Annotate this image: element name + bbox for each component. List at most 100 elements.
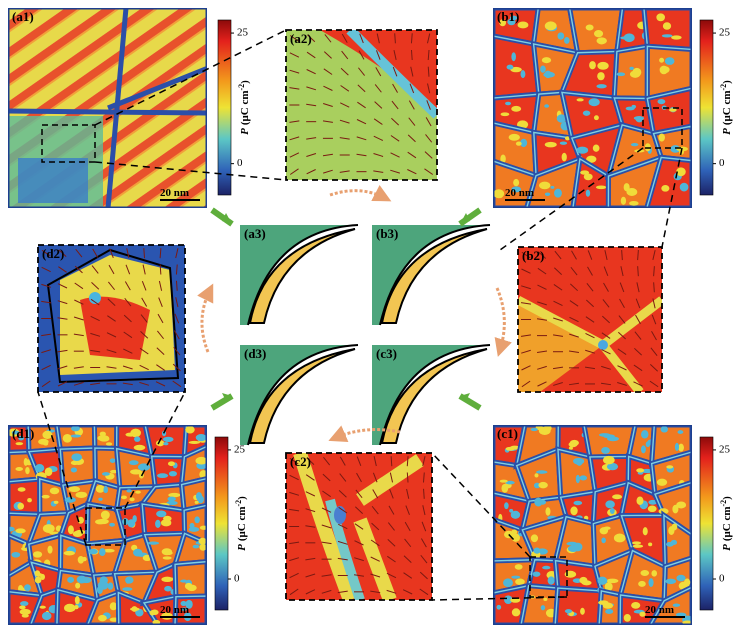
polarization-arrow — [41, 349, 52, 354]
polarization-arrow — [389, 472, 394, 483]
blob — [658, 133, 665, 142]
blob — [657, 98, 666, 105]
blob — [74, 595, 80, 605]
blob — [135, 490, 141, 494]
blob — [678, 443, 684, 452]
polarization-arrow — [289, 168, 299, 175]
domain-wall — [29, 588, 59, 625]
blob — [64, 497, 76, 503]
polarization-arrow — [372, 472, 378, 483]
polarization-arrow — [57, 381, 68, 387]
blob — [125, 578, 131, 584]
colorbar-label: P (μC cm-2) — [237, 80, 251, 135]
blob — [626, 188, 638, 196]
polarization-arrow — [172, 363, 181, 372]
polarization-arrow — [617, 365, 627, 371]
blob — [163, 442, 169, 446]
blob — [648, 499, 658, 505]
domain-cell — [172, 559, 207, 600]
colorbar-tick-label: 25 — [719, 27, 731, 39]
lens-yellow — [248, 348, 356, 444]
polarization-arrow — [175, 280, 178, 291]
blob — [125, 432, 135, 437]
zoom-box — [85, 507, 126, 546]
blob — [164, 585, 172, 592]
blob — [167, 496, 176, 502]
blob — [539, 181, 551, 190]
polarization-arrow — [520, 334, 532, 337]
blob — [509, 445, 520, 450]
polarization-arrow — [289, 508, 300, 512]
domain-wall — [619, 594, 666, 625]
domain — [80, 296, 150, 360]
polarization-arrow — [553, 381, 563, 386]
polarization-arrow — [585, 332, 595, 339]
polarization-arrow — [141, 280, 147, 291]
polarization-arrow — [354, 540, 364, 546]
blob — [576, 146, 589, 154]
blob — [530, 427, 538, 432]
blob — [568, 446, 573, 450]
blob — [557, 32, 565, 40]
polarization-arrow — [341, 33, 348, 43]
polarization-arrow — [139, 364, 149, 371]
polarization-arrow — [569, 333, 579, 338]
blob — [641, 430, 649, 439]
polarization-arrow — [174, 313, 180, 324]
polarization-arrow — [173, 346, 181, 356]
polarization-arrow — [341, 50, 349, 60]
polarization-arrow — [57, 365, 68, 370]
blob — [567, 545, 579, 553]
blob — [147, 541, 160, 545]
polarization-arrow — [370, 539, 380, 547]
blob — [520, 70, 526, 79]
blob — [130, 469, 142, 475]
blob — [39, 605, 46, 609]
panel-label: (b2) — [522, 248, 544, 263]
blob — [564, 609, 573, 614]
blob — [150, 609, 159, 616]
blob — [639, 611, 646, 617]
blob — [598, 600, 609, 605]
blob — [511, 105, 522, 112]
polarization-arrow — [427, 49, 430, 61]
blob — [129, 497, 135, 502]
blob — [101, 472, 110, 476]
domain-wall — [554, 587, 603, 625]
blob — [194, 500, 199, 504]
colorbar-unit: (μC cm — [236, 506, 248, 541]
blob — [561, 152, 567, 162]
colorbar-exponent: -2 — [237, 84, 246, 91]
polarization-arrow — [322, 473, 331, 482]
blob — [71, 453, 83, 462]
polarization-arrow — [140, 314, 148, 323]
polarization-arrow — [323, 85, 333, 91]
blob — [75, 582, 81, 589]
polarization-arrow — [653, 282, 655, 293]
polarization-arrow — [537, 301, 547, 306]
polarization-arrow — [73, 381, 84, 386]
domain-map — [8, 425, 207, 625]
blob — [17, 502, 25, 510]
domain-wall — [646, 87, 692, 135]
polarization-arrow — [552, 334, 564, 337]
blob — [11, 551, 21, 558]
polarization-arrow — [358, 50, 365, 60]
blob — [675, 612, 687, 617]
domain-cell — [518, 582, 561, 625]
polarization-arrow — [323, 68, 333, 75]
polarization-arrow — [355, 506, 363, 514]
colorbar — [217, 19, 232, 196]
blob — [71, 425, 80, 432]
polarization-arrow — [409, 83, 415, 94]
blob — [511, 533, 520, 542]
polarization-arrow — [419, 571, 428, 580]
blob — [517, 21, 529, 29]
polarization-arrow — [289, 52, 300, 58]
scale-bar-label: 20 nm — [505, 187, 534, 199]
blob — [121, 495, 127, 500]
polarization-arrow — [390, 135, 400, 142]
domain-wall — [652, 125, 692, 162]
polarization-arrow — [410, 49, 413, 61]
blob — [67, 576, 75, 583]
